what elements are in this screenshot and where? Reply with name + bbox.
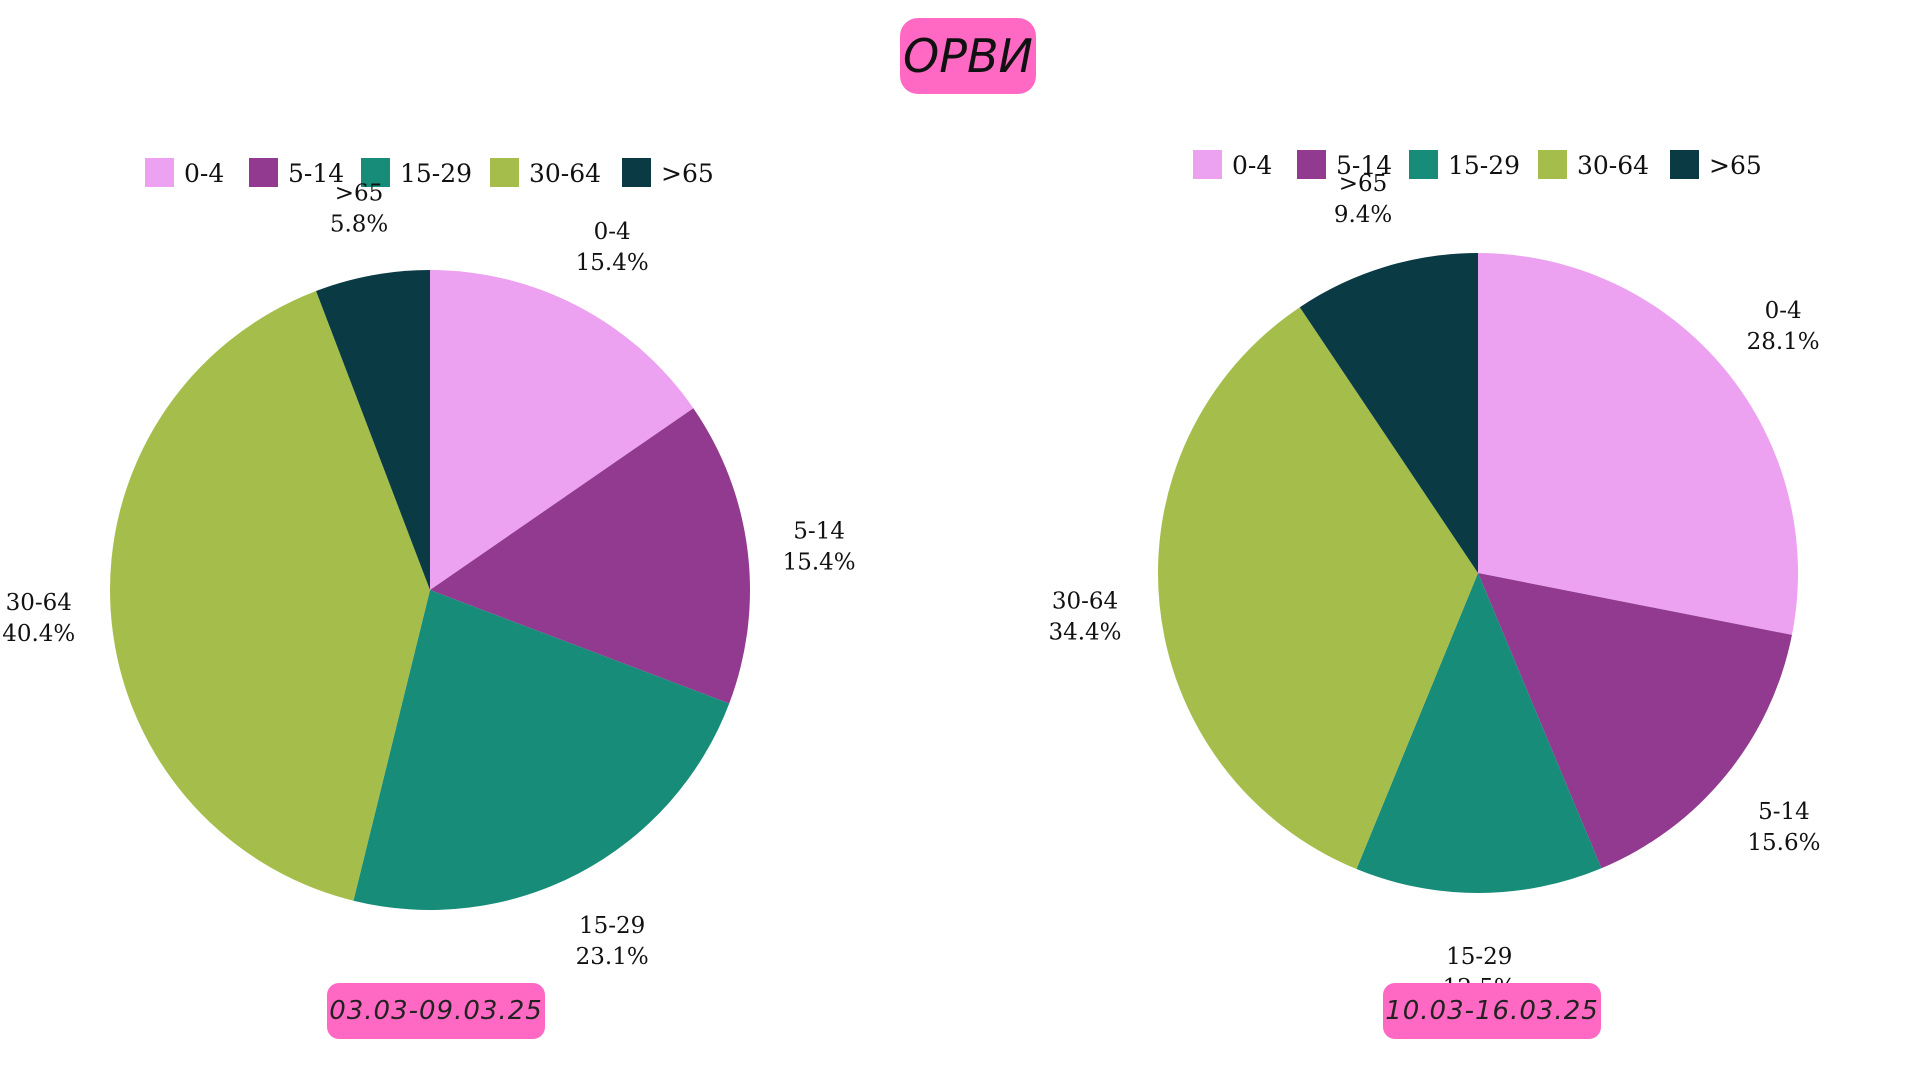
slice-value-label-left-0: 15.4% bbox=[576, 250, 649, 276]
legend-swatch-left-3 bbox=[490, 158, 519, 187]
legend-label-left-4: >65 bbox=[661, 159, 714, 188]
chart-title: ОРВИ bbox=[900, 18, 1036, 94]
slice-category-label-left-4: >65 bbox=[335, 180, 384, 206]
legend-swatch-left-4 bbox=[622, 158, 651, 187]
legend-swatch-right-4 bbox=[1670, 150, 1699, 179]
slice-category-label-left-2: 15-29 bbox=[579, 913, 645, 939]
legend-label-right-2: 15-29 bbox=[1448, 151, 1520, 180]
slice-category-label-right-0: 0-4 bbox=[1765, 298, 1802, 324]
period-label-right: 10.03-16.03.25 bbox=[1383, 983, 1601, 1039]
legend-label-right-0: 0-4 bbox=[1232, 151, 1272, 180]
legend-label-left-0: 0-4 bbox=[184, 159, 224, 188]
pie-slice-left-2 bbox=[353, 590, 730, 910]
slice-category-label-left-1: 5-14 bbox=[793, 519, 845, 545]
pie-slice-left-4 bbox=[316, 270, 430, 590]
pie-slice-right-3 bbox=[1158, 307, 1478, 870]
slice-value-label-right-4: 9.4% bbox=[1334, 202, 1392, 228]
legend-label-left-3: 30-64 bbox=[529, 159, 601, 188]
slice-value-label-right-3: 34.4% bbox=[1048, 620, 1121, 646]
slice-category-label-left-0: 0-4 bbox=[594, 219, 631, 245]
slice-value-label-left-4: 5.8% bbox=[330, 211, 388, 237]
slice-category-label-right-2: 15-29 bbox=[1446, 944, 1512, 970]
pie-slice-right-4 bbox=[1299, 253, 1478, 573]
legend-swatch-right-1 bbox=[1297, 150, 1326, 179]
legend-swatch-right-3 bbox=[1538, 150, 1567, 179]
slice-value-label-left-2: 23.1% bbox=[576, 944, 649, 970]
slice-value-label-right-0: 28.1% bbox=[1747, 329, 1820, 355]
slice-value-label-left-1: 15.4% bbox=[783, 550, 856, 576]
slice-value-label-right-1: 15.6% bbox=[1747, 830, 1820, 856]
legend-label-right-1: 5-14 bbox=[1336, 151, 1392, 180]
legend-swatch-right-2 bbox=[1409, 150, 1438, 179]
legend-swatch-left-2 bbox=[361, 158, 390, 187]
slice-category-label-left-3: 30-64 bbox=[6, 590, 72, 616]
legend-label-right-3: 30-64 bbox=[1577, 151, 1649, 180]
slice-category-label-right-3: 30-64 bbox=[1052, 589, 1118, 615]
pie-slice-right-0 bbox=[1478, 253, 1799, 635]
pie-slice-left-1 bbox=[430, 408, 751, 704]
legend-swatch-right-0 bbox=[1193, 150, 1222, 179]
pie-slice-left-0 bbox=[430, 270, 694, 590]
pie-slice-right-1 bbox=[1478, 573, 1792, 869]
legend-label-left-2: 15-29 bbox=[400, 159, 472, 188]
pie-slice-left-3 bbox=[110, 290, 431, 901]
slice-category-label-right-4: >65 bbox=[1339, 171, 1388, 197]
legend-label-left-1: 5-14 bbox=[288, 159, 344, 188]
pie-slice-right-2 bbox=[1356, 573, 1602, 893]
legend-swatch-left-1 bbox=[249, 158, 278, 187]
legend-swatch-left-0 bbox=[145, 158, 174, 187]
legend-label-right-4: >65 bbox=[1709, 151, 1762, 180]
pie-chart-left: 0-4 5-14 15-29 30-64 >65 0-4 15.4% 5-14 15.4% 15-… bbox=[2, 158, 856, 970]
period-label-left: 03.03-09.03.25 bbox=[327, 983, 545, 1039]
slice-category-label-right-1: 5-14 bbox=[1758, 799, 1810, 825]
slice-value-label-left-3: 40.4% bbox=[2, 621, 75, 647]
